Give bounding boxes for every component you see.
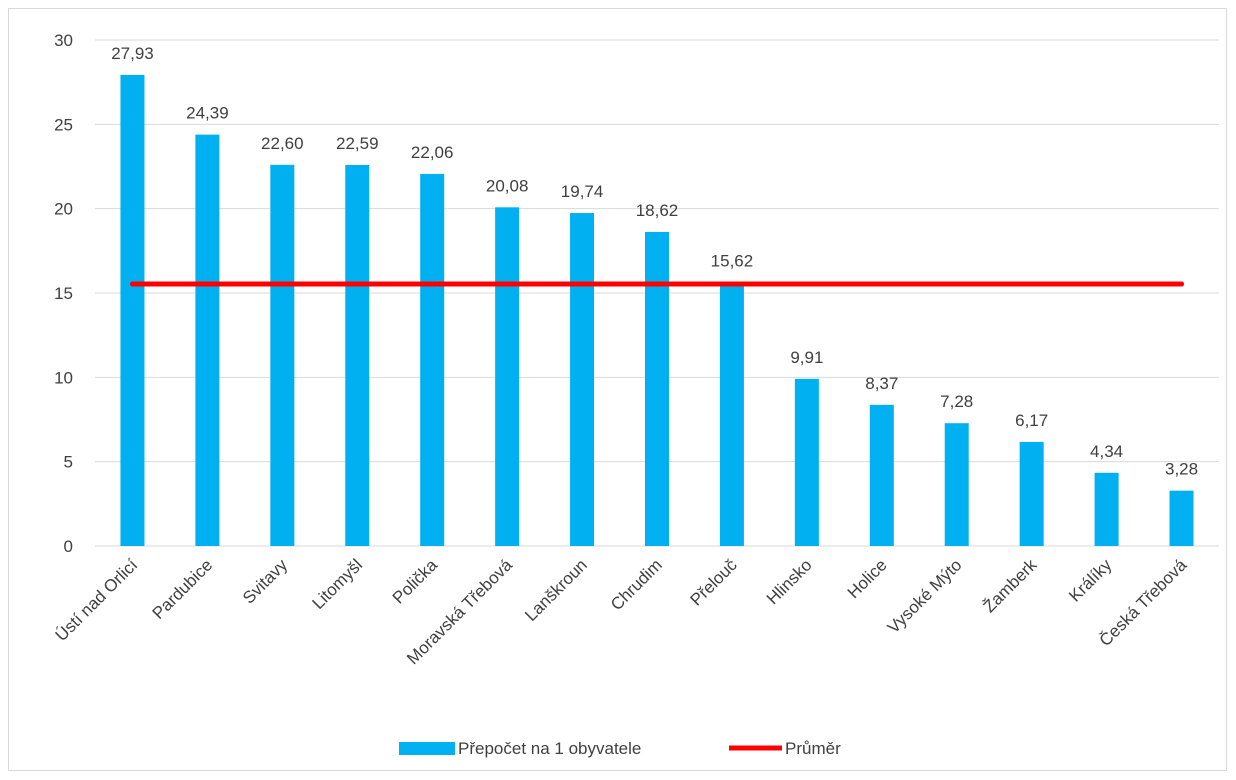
data-label: 22,60 [261, 134, 304, 153]
y-tick-label: 10 [54, 368, 73, 387]
data-label: 8,37 [865, 374, 898, 393]
data-labels: 27,93 24,39 22,60 22,59 22,06 20,08 19,74 18,62… [111, 44, 1198, 479]
bar [645, 231, 669, 546]
bar [120, 74, 145, 546]
bar [794, 378, 819, 546]
bar [1019, 441, 1044, 546]
bar [195, 134, 220, 546]
category-label: Holice [844, 555, 891, 602]
category-label: Králíky [1065, 555, 1116, 606]
y-axis-ticks: 0 5 10 15 20 25 30 [54, 31, 73, 556]
legend-label-line: Průměr [785, 739, 841, 758]
data-label: 22,59 [336, 134, 379, 153]
data-label: 19,74 [561, 182, 604, 201]
bar-chart: 0 5 10 15 20 25 30 27,93 24,39 22,60 22,59 22,06 20… [52, 31, 1219, 758]
legend-label-bars: Přepočet na 1 obyvatele [458, 739, 641, 758]
data-label: 7,28 [940, 392, 973, 411]
data-label: 6,17 [1015, 411, 1048, 430]
y-tick-label: 0 [64, 537, 73, 556]
bar-series [120, 74, 1194, 547]
bar [570, 213, 595, 546]
data-label: 3,28 [1165, 460, 1198, 479]
data-label: 9,91 [790, 348, 823, 367]
bar [345, 164, 370, 546]
y-tick-label: 30 [54, 31, 73, 50]
bar [1094, 472, 1119, 546]
chart-frame: 0 5 10 15 20 25 30 27,93 24,39 22,60 22,59 22,06 20… [8, 8, 1227, 771]
bar [420, 173, 445, 546]
category-label: Žamberk [980, 555, 1041, 616]
bar [944, 423, 969, 546]
legend: Přepočet na 1 obyvatele Průměr [399, 739, 841, 758]
category-label: Hlinsko [763, 555, 816, 608]
category-label: Přelouč [687, 555, 742, 610]
category-label: Polička [389, 555, 442, 608]
data-label: 4,34 [1090, 442, 1123, 461]
data-label: 15,62 [711, 252, 754, 271]
category-label: Litomyšl [309, 555, 367, 613]
data-label: 24,39 [186, 104, 229, 123]
category-label: Svitavy [239, 555, 292, 608]
bar [495, 207, 520, 547]
y-tick-label: 20 [54, 200, 73, 219]
category-label: Ústí nad Orlicí [52, 555, 142, 645]
data-label: 18,62 [636, 201, 679, 220]
y-tick-label: 5 [64, 453, 73, 472]
category-label: Lanškroun [521, 555, 591, 625]
data-label: 22,06 [411, 143, 454, 162]
legend-swatch-bars [399, 742, 455, 755]
bar [1169, 490, 1194, 546]
data-label: 27,93 [111, 44, 154, 63]
y-tick-label: 25 [54, 115, 73, 134]
category-label: Chrudim [607, 555, 666, 614]
y-tick-label: 15 [54, 284, 73, 303]
bar [719, 282, 744, 546]
bar [270, 164, 295, 546]
category-label: Pardubice [149, 555, 217, 623]
x-axis-categories: Ústí nad Orlicí Pardubice Svitavy Litomyšl P… [52, 555, 1191, 668]
data-label: 20,08 [486, 176, 529, 195]
bar [869, 404, 894, 546]
category-label: Vysoké Mýto [884, 555, 966, 637]
